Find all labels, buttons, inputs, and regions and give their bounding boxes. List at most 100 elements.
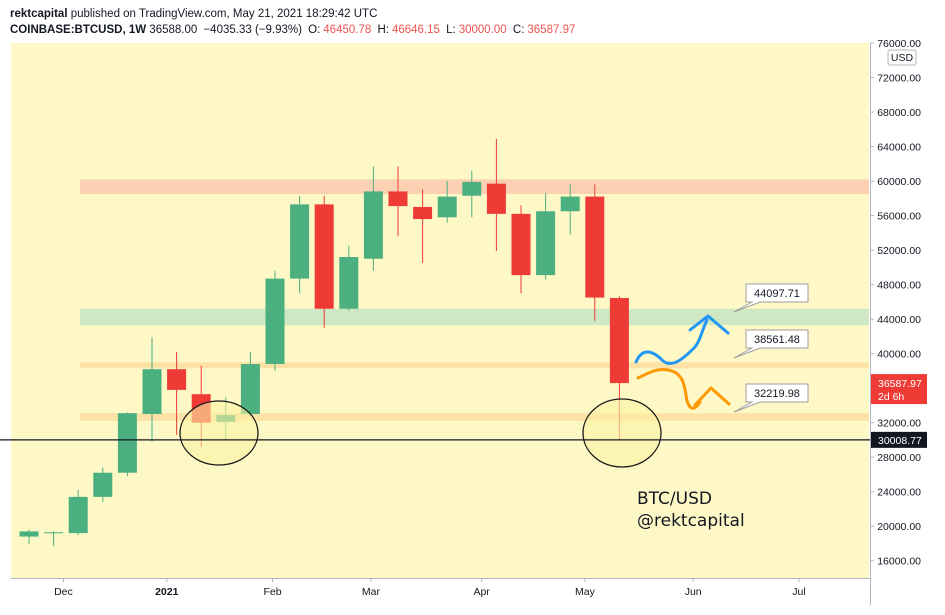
low-value: 30000.00	[458, 24, 507, 36]
candle[interactable]	[437, 181, 457, 223]
price-callout[interactable]: 44097.71	[733, 283, 809, 313]
x-tick-label: May	[575, 586, 596, 598]
y-tick-label: 76000.00	[877, 38, 921, 50]
candle[interactable]	[142, 337, 162, 442]
candle-body	[609, 297, 629, 384]
candle[interactable]	[511, 205, 531, 294]
watermark-line-2: @rektcapital	[637, 511, 745, 531]
projection-paths	[634, 314, 731, 410]
ohlc-line: COINBASE:BTCUSD, 1W 36588.00 −4035.33 (−…	[10, 22, 578, 38]
price-callout[interactable]: 38561.48	[733, 329, 809, 359]
orange-projection-path	[636, 368, 702, 410]
y-tick-label: 20000.00	[877, 521, 921, 533]
candle-body	[44, 532, 64, 534]
line-price-tag: 30008.77	[871, 431, 927, 448]
callout-box	[733, 283, 809, 313]
candle-body	[240, 364, 260, 415]
blue-projection-path	[634, 318, 709, 365]
callout-box	[733, 383, 809, 413]
price-axis-bg	[871, 43, 945, 605]
candle-body	[142, 369, 162, 415]
candle[interactable]	[19, 529, 39, 545]
candle-body	[265, 278, 285, 364]
y-tick-label: 16000.00	[877, 556, 921, 568]
y-tick-label: 44000.00	[877, 314, 921, 326]
zone-support-lower	[80, 413, 869, 421]
candle[interactable]	[486, 138, 506, 251]
chart-header: rektcapital published on TradingView.com…	[10, 6, 578, 38]
highlight-circle-jan	[179, 400, 259, 466]
watermark: BTC/USD @rektcapital	[637, 489, 745, 531]
currency-badge	[887, 49, 917, 66]
publisher-name[interactable]: rektcapital	[10, 8, 68, 20]
candle-body	[314, 204, 334, 309]
callout-label: 32219.98	[754, 388, 800, 400]
candle[interactable]	[585, 184, 605, 321]
current-price-tag-bg	[871, 374, 927, 405]
candle[interactable]	[68, 489, 88, 535]
x-tick-label: Feb	[263, 586, 281, 598]
high-label: H:	[377, 24, 389, 36]
candle[interactable]	[388, 166, 408, 237]
candle[interactable]	[93, 467, 113, 503]
candle-body	[560, 196, 580, 212]
candle[interactable]	[339, 245, 359, 311]
candle[interactable]	[536, 193, 556, 280]
zone-green	[80, 308, 869, 326]
candles-layer	[19, 138, 629, 547]
high-value: 46646.15	[391, 24, 440, 36]
candle-body	[462, 181, 482, 196]
price-callout[interactable]: 32219.98	[733, 383, 809, 413]
candle-body	[117, 413, 137, 473]
current-price-label: 36587.97	[878, 378, 922, 390]
candle[interactable]	[363, 166, 383, 271]
candle[interactable]	[44, 531, 64, 547]
countdown-label: 2d 6h	[878, 391, 904, 403]
candle-body	[290, 204, 310, 279]
y-tick-label: 32000.00	[877, 418, 921, 430]
y-tick-label: 40000.00	[877, 349, 921, 361]
candle-body	[585, 196, 605, 298]
y-tick-label: 24000.00	[877, 487, 921, 499]
x-tick-label: Jul	[792, 586, 805, 598]
annotations-layer: 44097.71 38561.48 32219.98	[733, 283, 809, 413]
line-price-label: 30008.77	[878, 435, 922, 447]
zone-support-upper	[80, 362, 869, 369]
candle-body	[437, 196, 457, 218]
time-axis[interactable]: Dec 2021 Feb Mar Apr May Jun Jul	[54, 578, 806, 598]
callout-label: 38561.48	[754, 334, 800, 346]
y-tick-label: 48000.00	[877, 280, 921, 292]
last-price: 36588.00	[149, 24, 198, 36]
callout-label: 44097.71	[754, 288, 800, 300]
candle[interactable]	[167, 351, 187, 435]
candle-body	[93, 472, 113, 497]
candle[interactable]	[290, 195, 310, 294]
y-tick-label: 68000.00	[877, 107, 921, 119]
symbol-label[interactable]: COINBASE:BTCUSD, 1W	[10, 24, 147, 36]
line-price-tag-bg	[871, 431, 927, 448]
x-tick-label: 2021	[155, 586, 179, 598]
low-label: L:	[446, 24, 456, 36]
watermark-line-1: BTC/USD	[637, 489, 712, 509]
candle-body	[363, 191, 383, 259]
candle[interactable]	[265, 270, 285, 371]
candle[interactable]	[413, 189, 433, 264]
candle[interactable]	[117, 412, 137, 477]
x-tick-label: Jun	[685, 586, 702, 598]
currency-label: USD	[891, 52, 914, 64]
publish-line: rektcapital published on TradingView.com…	[10, 6, 578, 22]
x-tick-label: Dec	[54, 586, 73, 598]
candle[interactable]	[560, 184, 580, 235]
candle-body	[68, 496, 88, 534]
candle[interactable]	[314, 195, 334, 328]
highlight-circles	[179, 398, 662, 468]
y-tick-label: 52000.00	[877, 245, 921, 257]
price-change: −4035.33 (−9.93%)	[203, 24, 302, 36]
candle[interactable]	[462, 170, 482, 218]
candle-body	[167, 369, 187, 390]
candle-body	[413, 206, 433, 220]
candle[interactable]	[240, 351, 260, 416]
